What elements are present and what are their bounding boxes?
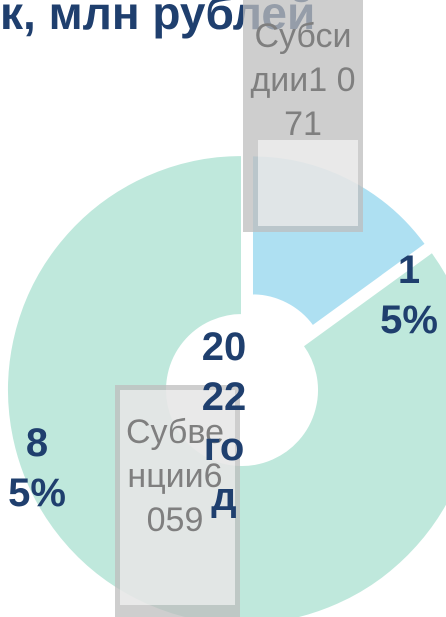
data-label: Субвенции6 059 <box>120 410 230 542</box>
data-label: Субсидии1 071 <box>248 14 358 146</box>
amount-label: 1 071 <box>284 61 356 143</box>
category-label: Субсидии <box>250 17 352 99</box>
label-inner <box>120 390 235 605</box>
center-text: 2022 год <box>201 325 247 519</box>
center-label: 2022 год <box>196 322 252 522</box>
label-inner <box>258 140 358 226</box>
amount-label: 6 059 <box>146 457 223 539</box>
value-label: 15% <box>380 248 438 342</box>
category-label: Субвенции <box>126 413 224 495</box>
percent-label: 15% <box>376 245 442 345</box>
value-label: 85% <box>8 421 66 515</box>
percent-label: 85% <box>4 418 70 518</box>
